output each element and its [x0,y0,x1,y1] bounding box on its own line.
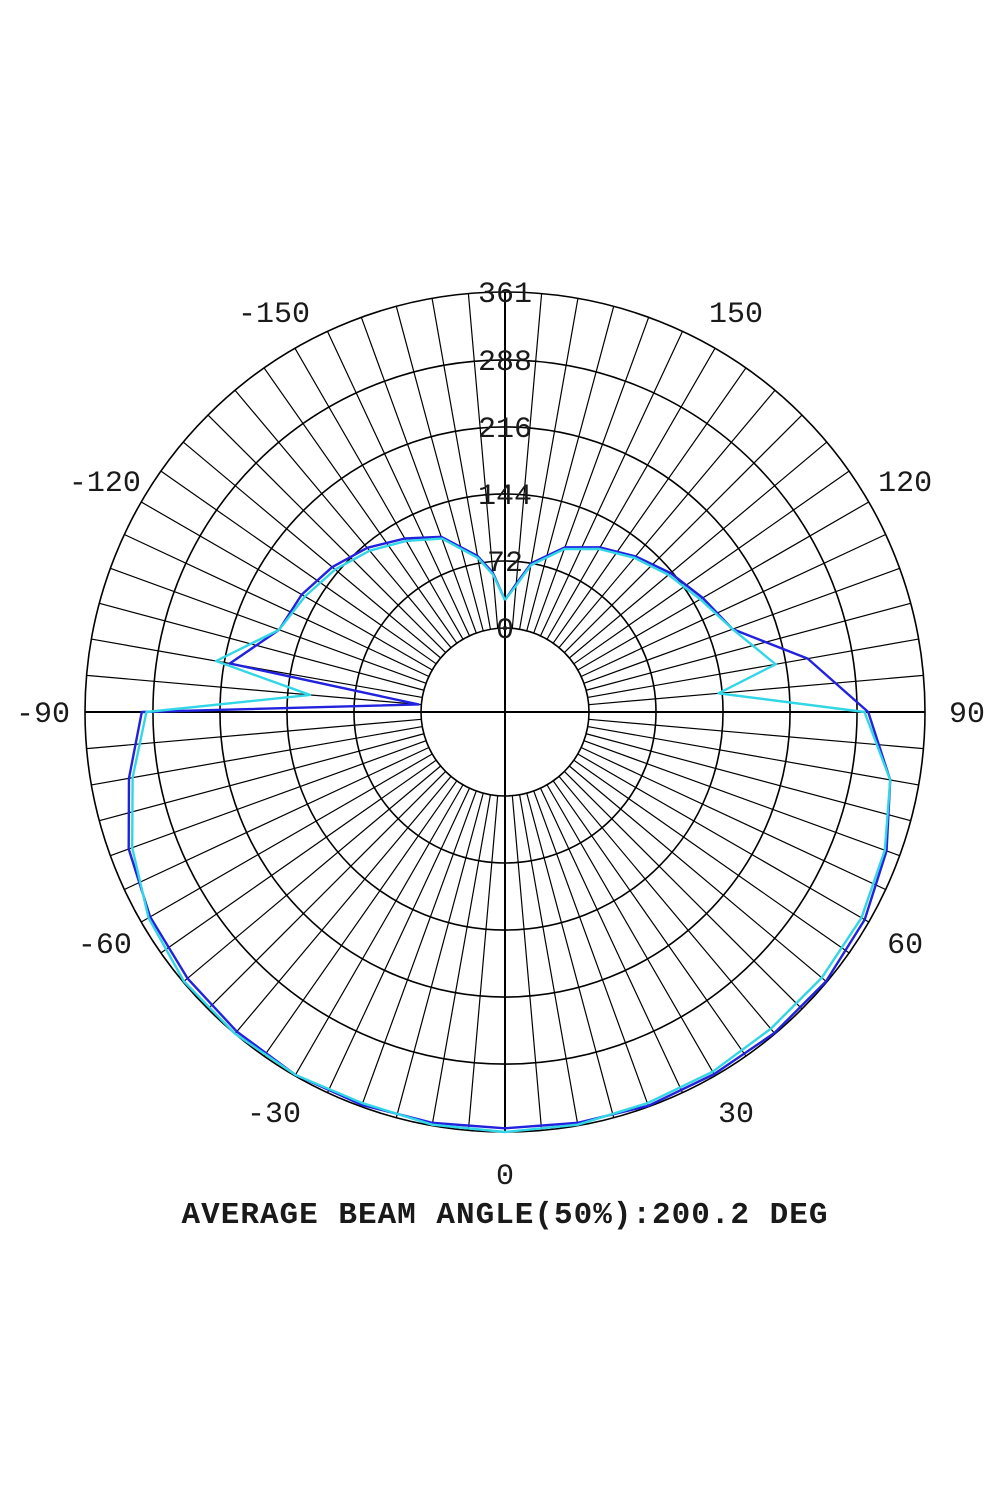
angle-tick-label: 0 [496,1160,514,1194]
angle-spoke [511,795,543,1131]
radial-ring [219,426,791,998]
angle-spoke [518,794,579,1126]
angle-spoke [86,674,422,706]
angle-spoke [546,347,716,640]
angle-spoke [558,775,776,1035]
radial-ring [353,560,657,864]
angle-spoke [294,784,464,1077]
angle-spoke [234,775,452,1035]
angle-spoke [533,790,650,1107]
angle-spoke [124,533,430,678]
series-layer [127,535,892,1134]
angle-spoke [182,765,442,983]
angle-spoke [573,759,850,954]
angle-spoke [182,441,442,659]
radial-ring [420,627,590,797]
angle-spoke [326,331,471,637]
angle-spoke [395,306,484,632]
angle-spoke [86,718,422,750]
angle-spoke [360,790,477,1107]
angle-spoke [467,795,499,1131]
angle-spoke [546,784,716,1077]
angle-spoke [140,753,433,923]
angle-spoke [360,317,477,634]
angle-spoke [526,306,615,632]
angle-spoke [587,725,919,786]
angle-spoke [207,770,447,1010]
angle-spoke [263,780,458,1057]
angle-spoke [526,792,615,1118]
angle-tick-label: -60 [78,929,132,963]
chart-caption: AVERAGE BEAM ANGLE(50%):200.2 DEG [182,1198,829,1233]
angle-spoke [99,733,425,822]
angle-spoke [580,746,886,891]
radial-tick-label: 361 [478,278,532,312]
angle-spoke [91,725,423,786]
angle-spoke [588,718,924,750]
angle-spoke [568,441,828,659]
angle-tick-label: 30 [718,1098,754,1132]
angle-spoke [207,414,447,654]
radial-tick-label: 144 [478,480,532,514]
radial-tick-label: 72 [487,547,523,581]
angle-spoke [583,567,900,684]
angle-spoke [563,770,803,1010]
angle-spoke [533,317,650,634]
angle-spoke [124,746,430,891]
angle-tick-label: -120 [69,467,141,501]
angle-tick-label: 150 [709,298,763,332]
angle-spoke [511,293,543,629]
angle-spoke [588,674,924,706]
angle-spoke [587,638,919,699]
angle-spoke [99,602,425,691]
angle-spoke [558,389,776,649]
angle-spoke [577,501,870,671]
radial-tick-label: 288 [478,346,532,380]
radial-tick-label: 216 [478,413,532,447]
angle-spoke [431,794,492,1126]
angle-spoke [539,331,684,637]
angle-spoke [395,792,484,1118]
angle-spoke [573,470,850,665]
series-curve [130,537,892,1134]
angle-spoke [563,414,803,654]
angle-spoke [552,367,747,644]
angle-spoke [518,298,579,630]
angle-tick-label: -90 [16,698,70,732]
radial-tick-label: 0 [496,614,514,648]
angle-spoke [294,347,464,640]
angle-spoke [234,389,452,649]
angle-spoke [160,470,437,665]
angle-tick-label: 90 [949,698,985,732]
angle-tick-label: -30 [247,1098,301,1132]
angle-spoke [585,733,911,822]
tick-labels: 0 72 144 216 288 361 0 30 60 90 120 150 -150 -120 -90 -… [16,278,985,1194]
angle-spoke [552,780,747,1057]
series-curve [127,535,892,1130]
polar-grid [84,291,926,1133]
angle-spoke [110,567,427,684]
angle-tick-label: 120 [878,467,932,501]
angle-tick-label: 60 [887,929,923,963]
angle-spoke [110,740,427,857]
angle-spoke [580,533,886,678]
angle-spoke [140,501,433,671]
angle-spoke [577,753,870,923]
angle-spoke [583,740,900,857]
angle-spoke [568,765,828,983]
angle-spoke [585,602,911,691]
angle-spoke [326,787,471,1093]
radial-ring [286,493,724,931]
angle-spoke [539,787,684,1093]
angle-tick-label: -150 [238,298,310,332]
angle-spoke [263,367,458,644]
angle-spoke [431,298,492,630]
angle-spoke [160,759,437,954]
